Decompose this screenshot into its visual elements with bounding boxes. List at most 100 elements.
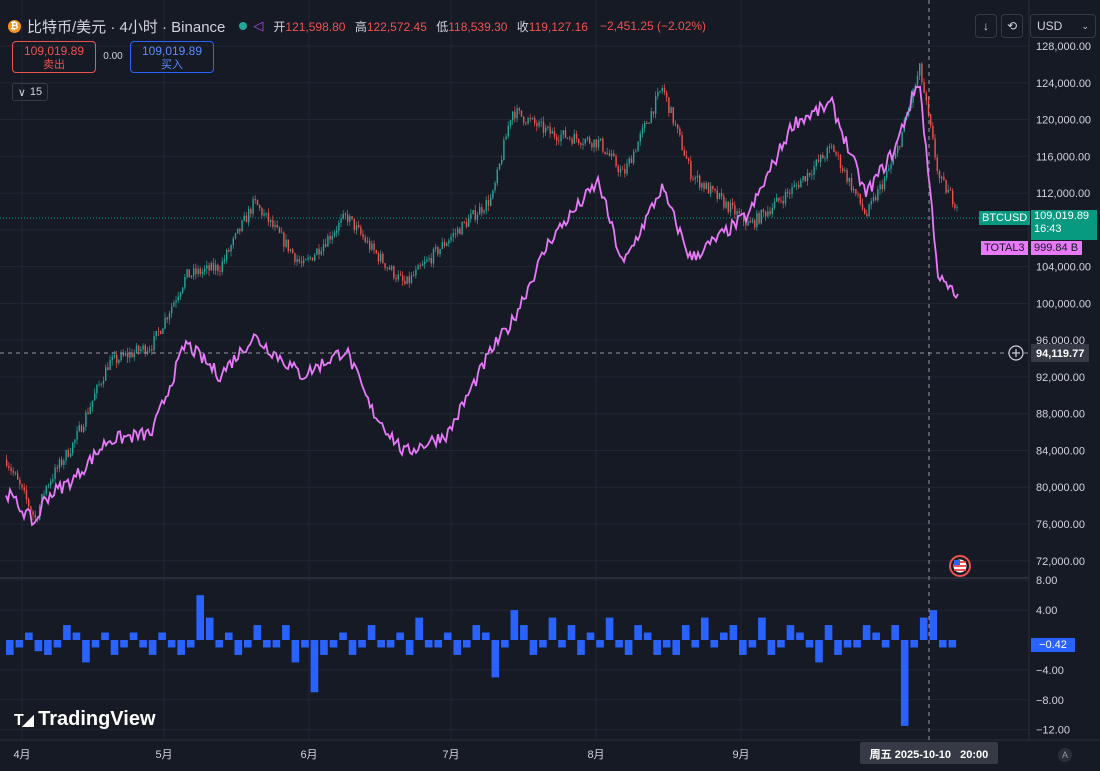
histogram-bar [253, 625, 262, 640]
candle-body [692, 178, 694, 180]
candle-body [468, 218, 470, 227]
candle-body [397, 274, 399, 280]
us-flag-icon[interactable] [949, 555, 971, 577]
refresh-icon: ⟲ [1006, 19, 1018, 33]
candle-body [956, 207, 958, 208]
price-tick: 72,000.00 [1036, 556, 1085, 568]
candle-body [501, 159, 503, 164]
share-icon[interactable]: ◁ [253, 18, 264, 33]
candle-body [890, 164, 892, 169]
oscillator-current-tag: −0.42 [1031, 638, 1075, 652]
candle-body [732, 202, 734, 206]
histogram-bar [900, 640, 909, 726]
candle-body [899, 146, 901, 147]
btc-candles[interactable] [6, 62, 958, 523]
histogram-bar [634, 625, 642, 640]
candle-body [32, 511, 34, 515]
download-button[interactable]: ↓ [975, 14, 997, 38]
candle-body [804, 176, 806, 182]
candle-body [677, 124, 679, 129]
auto-scale-button[interactable]: A [1058, 748, 1072, 762]
candle-body [212, 262, 215, 271]
candle-body [877, 189, 879, 201]
candle-body [52, 479, 54, 482]
oscillator-axis-ticks[interactable]: 8.00 4.00 −4.00 −8.00 −12.00 [1036, 575, 1070, 736]
oscillator-histogram[interactable] [6, 595, 957, 726]
candle-body [817, 159, 820, 162]
candle-body [241, 220, 243, 232]
price-axis-ticks[interactable]: 128,000.00 124,000.00 120,000.00 116,000.00… [1036, 41, 1091, 568]
price-tick: 76,000.00 [1036, 519, 1085, 531]
histogram-bar [215, 640, 224, 648]
candle-body [270, 219, 272, 223]
candle-body [366, 240, 369, 243]
candle-body [56, 467, 58, 469]
indicators-toggle[interactable]: ∨ 15 [12, 83, 48, 101]
histogram-bar [948, 640, 957, 648]
histogram-bar [72, 632, 81, 640]
candle-body [749, 221, 751, 223]
histogram-bar [301, 640, 309, 648]
histogram-bar [605, 617, 614, 640]
candle-body [560, 134, 562, 142]
tradingview-logo[interactable]: T◢ TradingView [14, 708, 156, 731]
candle-body [802, 176, 804, 181]
candle-body [47, 485, 50, 487]
candle-body [318, 248, 320, 255]
oscillator-tick: −12.00 [1036, 725, 1070, 737]
histogram-bar [596, 640, 604, 648]
histogram-bar [434, 640, 443, 648]
time-axis[interactable]: 4月 5月 6月 7月 8月 9月 周五 2025-10-10 20:00 [13, 742, 998, 764]
candle-body [153, 335, 155, 351]
candle-body [124, 353, 127, 356]
histogram-bar [862, 625, 871, 640]
histogram-bar [291, 640, 300, 663]
candle-body [239, 228, 241, 232]
plus-circle-icon[interactable] [1008, 345, 1024, 361]
candle-body [34, 514, 36, 518]
candle-body [831, 145, 833, 147]
candle-body [177, 296, 179, 301]
candle-body [723, 196, 725, 208]
candle-body [54, 467, 56, 480]
candle-body [58, 459, 61, 469]
sell-price: 109,019.89 [23, 44, 85, 58]
sell-button[interactable]: 109,019.89 卖出 [12, 41, 96, 73]
total3-line[interactable] [5, 85, 959, 527]
candle-body [569, 137, 571, 139]
candle-body [507, 125, 509, 137]
candle-body [538, 121, 540, 127]
price-tick: 88,000.00 [1036, 409, 1085, 421]
candle-body [435, 247, 437, 249]
candle-body [954, 204, 956, 208]
histogram-bar [196, 595, 205, 640]
candle-body [107, 367, 109, 370]
histogram-bar [25, 632, 33, 640]
candle-body [690, 160, 692, 179]
candle-body [298, 259, 300, 262]
candle-body [551, 131, 553, 134]
candle-body [721, 193, 723, 197]
candle-body [329, 235, 331, 240]
candle-body [287, 239, 289, 252]
histogram-bar [377, 640, 385, 648]
candle-body [12, 470, 14, 473]
candle-body [622, 168, 624, 170]
symbol-title[interactable]: 比特币/美元 · 4小时 · Binance [27, 18, 226, 36]
candle-body [91, 400, 94, 408]
candle-body [85, 412, 87, 428]
buy-button[interactable]: 109,019.89 买入 [130, 41, 214, 73]
candle-body [406, 276, 408, 284]
time-tick: 7月 [442, 749, 459, 761]
histogram-bar [34, 640, 43, 652]
candle-body [883, 177, 886, 190]
candle-body [498, 163, 501, 170]
refresh-button[interactable]: ⟲ [1001, 14, 1023, 38]
candle-body [712, 185, 714, 189]
histogram-bar [177, 640, 185, 655]
histogram-bar [853, 640, 861, 648]
currency-select[interactable]: USD ⌄ [1030, 14, 1096, 38]
candle-body [162, 328, 164, 334]
histogram-bar [282, 625, 290, 640]
